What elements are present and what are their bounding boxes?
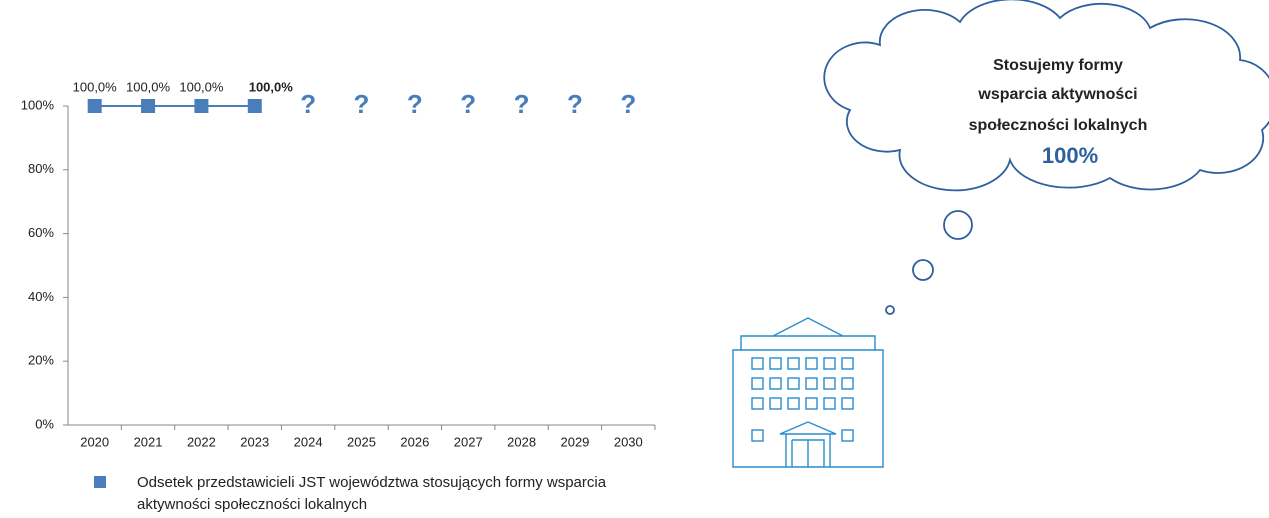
callout-value: 100% [1042, 143, 1098, 168]
marker [247, 99, 262, 113]
x-tick-label: 2023 [240, 434, 269, 449]
thought-cloud [823, 0, 1269, 192]
annotation: ? [567, 89, 583, 119]
thought-bubble [912, 259, 934, 281]
data-label: 100,0% [179, 79, 224, 94]
annotation: ? [620, 89, 636, 119]
marker [194, 99, 209, 113]
x-tick-label: 2020 [80, 434, 109, 449]
data-label: 100,0% [126, 79, 171, 94]
y-tick-label: 100% [21, 97, 55, 112]
x-tick-label: 2025 [347, 434, 376, 449]
callout-line: społeczności lokalnych [969, 117, 1148, 134]
annotation: ? [300, 89, 316, 119]
annotation: ? [514, 89, 530, 119]
x-tick-label: 2024 [294, 434, 323, 449]
thought-bubble [885, 305, 895, 315]
callout-line: Stosujemy formy [993, 57, 1123, 74]
y-tick-label: 40% [28, 289, 54, 304]
annotation: ? [354, 89, 370, 119]
x-tick-label: 2028 [507, 434, 536, 449]
legend-label: Odsetek przedstawicieli JST województwa … [137, 474, 607, 513]
x-tick-label: 2026 [400, 434, 429, 449]
building-icon [732, 317, 884, 468]
annotation: ? [460, 89, 476, 119]
annotation: ? [407, 89, 423, 119]
x-tick-label: 2027 [454, 434, 483, 449]
y-tick-label: 60% [28, 225, 54, 240]
data-label: 100,0% [73, 79, 118, 94]
y-tick-label: 80% [28, 161, 54, 176]
y-tick-label: 0% [35, 416, 54, 431]
data-label: 100,0% [249, 79, 294, 94]
x-tick-label: 2021 [134, 434, 163, 449]
x-tick-label: 2029 [560, 434, 589, 449]
marker [141, 99, 156, 113]
y-tick-label: 20% [28, 353, 54, 368]
callout-line: wsparcia aktywności [977, 86, 1137, 103]
x-tick-label: 2030 [614, 434, 643, 449]
x-tick-label: 2022 [187, 434, 216, 449]
thought-bubble [943, 210, 973, 240]
legend-marker [94, 476, 106, 488]
marker [87, 99, 102, 113]
